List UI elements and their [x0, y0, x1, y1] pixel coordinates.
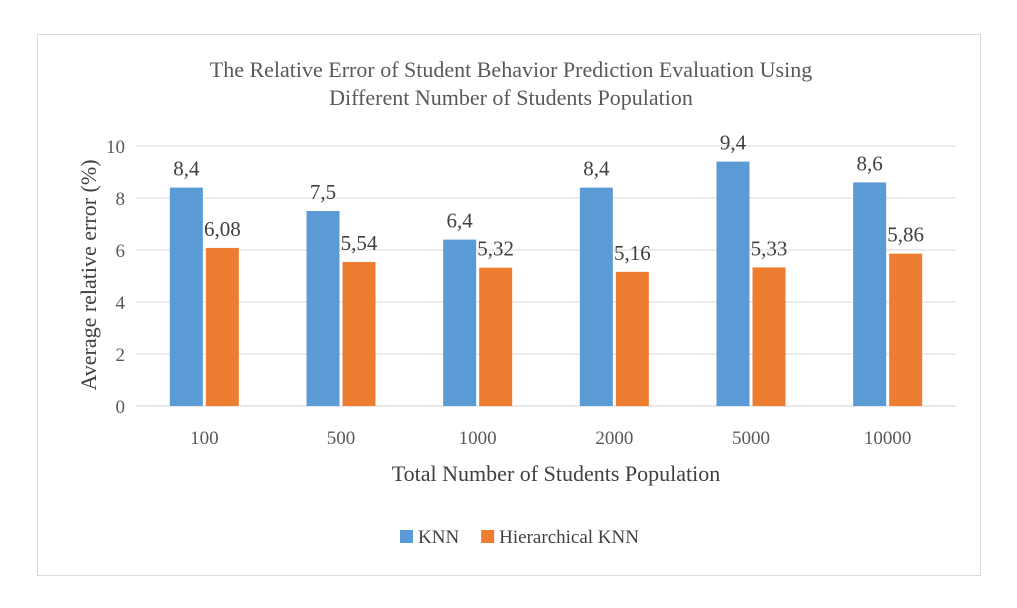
bar-hierarchical-knn	[889, 253, 923, 406]
bar-knn	[579, 187, 613, 406]
y-axis-title: Average relative error (%)	[76, 159, 101, 390]
legend-label: Hierarchical KNN	[499, 527, 639, 548]
x-axis-title: Total Number of Students Population	[392, 461, 720, 486]
x-tick-label: 1000	[459, 428, 497, 449]
x-tick-label: 100	[190, 428, 219, 449]
chart-frame: The Relative Error of Student Behavior P…	[37, 34, 981, 576]
x-tick-label: 2000	[595, 428, 633, 449]
bar-knn	[443, 239, 477, 406]
y-tick-label: 2	[116, 345, 126, 366]
bars	[169, 161, 923, 406]
data-label: 5,16	[614, 241, 651, 265]
bar-knn	[853, 182, 887, 406]
chart-title-line-2: Different Number of Students Population	[329, 85, 693, 110]
legend-label: KNN	[418, 527, 459, 548]
bar-hierarchical-knn	[342, 261, 376, 406]
data-label: 6,4	[447, 209, 474, 233]
data-label: 8,6	[857, 151, 883, 175]
legend-swatch	[481, 530, 495, 543]
data-label: 5,33	[751, 236, 788, 260]
y-tick-label: 4	[116, 293, 126, 314]
chart-title-line-1: The Relative Error of Student Behavior P…	[210, 57, 812, 82]
y-tick-label: 8	[116, 189, 126, 210]
bar-knn	[169, 187, 203, 406]
y-axis-ticks: 0 2 4 6 8 10	[106, 137, 126, 418]
data-label: 5,32	[477, 237, 514, 261]
x-tick-label: 5000	[732, 428, 770, 449]
data-labels: 8,4 6,08 7,5 5,54 6,45,32 8,4 5,16 9,4 5,33 8,6 5,…	[173, 131, 924, 265]
bar-knn	[716, 161, 750, 406]
bar-hierarchical-knn	[752, 267, 786, 406]
gridlines	[136, 145, 956, 407]
x-tick-label: 500	[327, 428, 356, 449]
data-label: 8,4	[173, 157, 200, 181]
y-tick-label: 6	[116, 241, 126, 262]
data-label: 6,08	[204, 217, 241, 241]
bar-hierarchical-knn	[615, 271, 649, 406]
chart-title: The Relative Error of Student Behavior P…	[210, 57, 812, 110]
data-label: 8,4	[583, 157, 610, 181]
data-label: 7,5	[310, 180, 336, 204]
data-label: 5,54	[341, 231, 378, 255]
x-axis-ticks: 100 500 1000 2000 5000 10000	[190, 428, 911, 449]
legend: KNN Hierarchical KNN	[400, 527, 639, 548]
data-label: 5,86	[887, 223, 924, 247]
bar-hierarchical-knn	[479, 267, 513, 406]
data-label: 9,4	[720, 131, 747, 155]
bar-knn	[306, 211, 340, 406]
x-tick-label: 10000	[864, 428, 912, 449]
bar-chart: The Relative Error of Student Behavior P…	[76, 57, 956, 548]
legend-swatch	[400, 530, 413, 543]
y-tick-label: 0	[116, 397, 126, 418]
bar-hierarchical-knn	[205, 247, 239, 406]
y-tick-label: 10	[106, 137, 125, 158]
